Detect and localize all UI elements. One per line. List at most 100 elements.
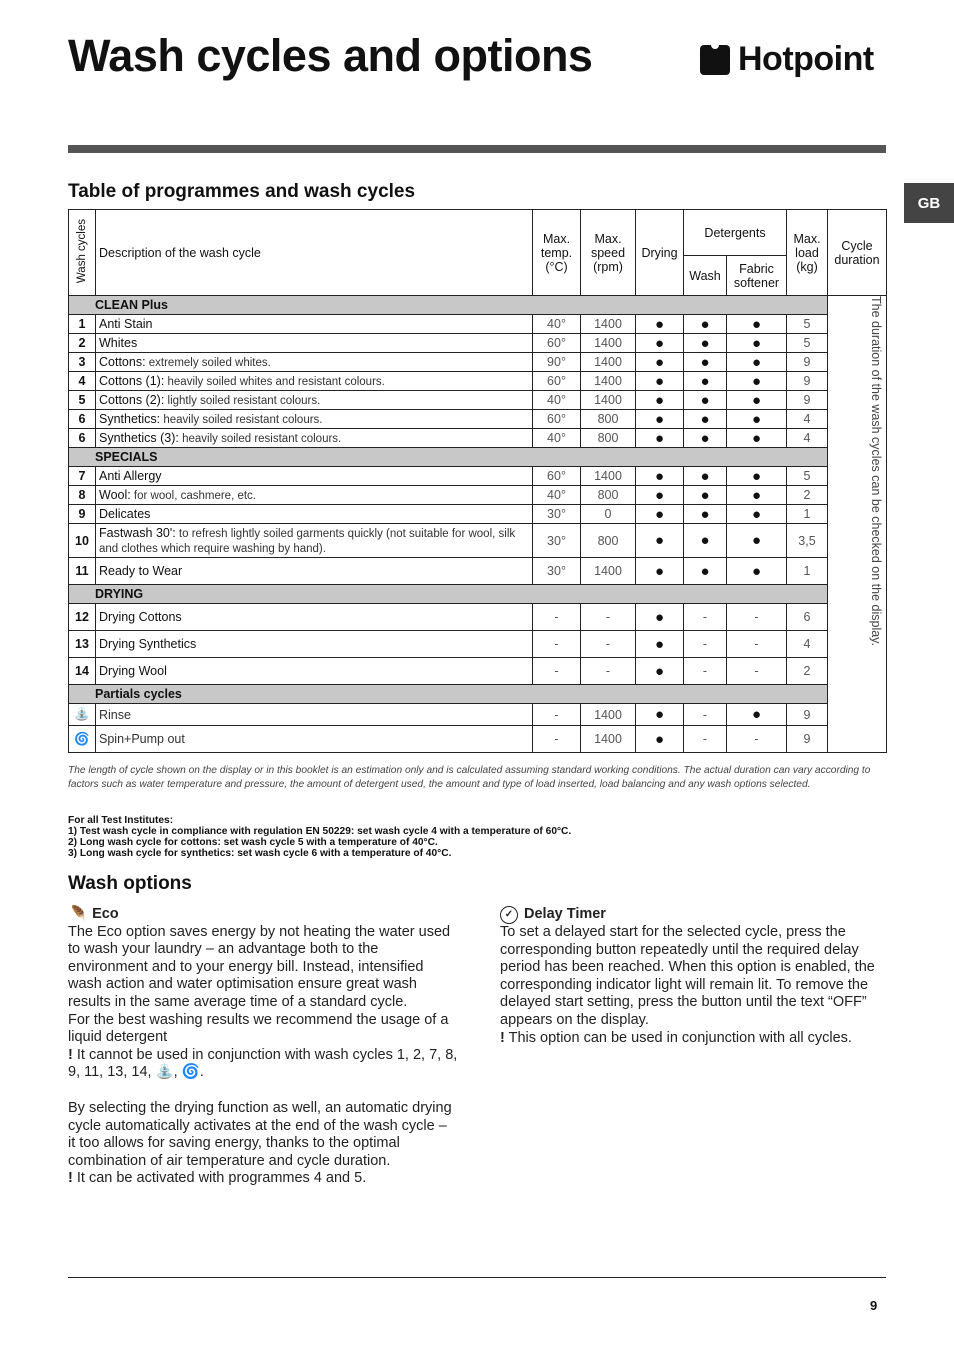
table-row: 2 Whites 60° 1400 ● ● ● 5 [68, 333, 887, 353]
cycle-duration-header: Cycle duration [827, 209, 887, 296]
max-load: 9 [786, 371, 828, 391]
wash-detergent-mark: - [683, 657, 727, 685]
max-speed: 1400 [580, 466, 636, 486]
cycle-number: 14 [68, 657, 96, 685]
max-temp: 40° [532, 485, 581, 505]
cycle-number: 3 [68, 352, 96, 372]
cycle-description: Cottons (1): heavily soiled whites and r… [95, 371, 533, 391]
cycle-description: Synthetics (3): heavily soiled resistant… [95, 428, 533, 448]
spin-pump-icon: 🌀 [68, 725, 96, 753]
cycle-description: Drying Synthetics [95, 630, 533, 658]
drying-mark: ● [635, 409, 684, 429]
section-row: SPECIALS [68, 447, 887, 467]
delay-timer-title: Delay Timer [524, 906, 606, 923]
cycle-number: 6 [68, 409, 96, 429]
wash-detergent-mark: ● [683, 333, 727, 353]
softener-mark: - [726, 725, 787, 753]
drying-mark: ● [635, 703, 684, 726]
cycle-number: 9 [68, 504, 96, 524]
max-load: 2 [786, 485, 828, 505]
max-temp: - [532, 725, 581, 753]
delay-timer-option: ✓ Delay Timer To set a delayed start for … [500, 906, 886, 1047]
wash-detergent-mark: ● [683, 485, 727, 505]
max-speed: - [580, 657, 636, 685]
cycle-description: Spin+Pump out [95, 725, 533, 753]
table-row: 6 Synthetics: heavily soiled resistant co… [68, 409, 887, 429]
eco-warning: ! It can be activated with programmes 4 … [68, 1170, 367, 1187]
cycle-number: 13 [68, 630, 96, 658]
max-temp: - [532, 630, 581, 658]
wash-detergent-mark: ● [683, 314, 727, 334]
table-row: 11 Ready to Wear 30° 1400 ● ● ● 1 [68, 557, 887, 585]
header-divider [68, 145, 886, 153]
softener-mark: ● [726, 352, 787, 372]
page-number: 9 [870, 1298, 878, 1313]
max-load: 4 [786, 630, 828, 658]
max-load: 5 [786, 314, 828, 334]
max-speed: 1400 [580, 703, 636, 726]
drying-mark: ● [635, 466, 684, 486]
wash-detergent-mark: ● [683, 409, 727, 429]
table-row: 🌀 Spin+Pump out -1400 ● - -9 [68, 725, 887, 753]
drying-header: Drying [635, 209, 684, 296]
description-header: Description of the wash cycle [95, 209, 533, 296]
cycle-number: 4 [68, 371, 96, 391]
tests-title: For all Test Institutes: [68, 815, 174, 826]
max-speed: 0 [580, 504, 636, 524]
softener-mark: ● [726, 314, 787, 334]
cycle-description: Drying Cottons [95, 603, 533, 631]
cycle-description: Rinse [95, 703, 533, 726]
detergents-header: Detergents [683, 209, 787, 256]
table-row: 8 Wool: for wool, cashmere, etc. 40° 800 ● ● ●… [68, 485, 887, 505]
table-row: 4 Cottons (1): heavily soiled whites and … [68, 371, 887, 391]
cycle-number: 8 [68, 485, 96, 505]
wash-detergent-mark: ● [683, 390, 727, 410]
max-temp: 30° [532, 504, 581, 524]
drying-mark: ● [635, 371, 684, 391]
delay-paragraph: To set a delayed start for the selected … [500, 924, 875, 1028]
eco-paragraph: The Eco option saves energy by not heati… [68, 923, 451, 1010]
section-title: Partials cycles [68, 684, 828, 704]
max-speed: 1400 [580, 557, 636, 585]
duration-note: The length of cycle shown on the display… [68, 765, 871, 790]
clock-icon: ✓ [500, 906, 518, 924]
drying-mark: ● [635, 603, 684, 631]
max-speed-header: Max. speed (rpm) [580, 209, 636, 296]
cycle-number: 12 [68, 603, 96, 631]
delay-warning: ! This option can be used in conjunction… [500, 1029, 852, 1046]
table-row: 14 Drying Wool - - ● - -2 [68, 657, 887, 685]
max-temp: 40° [532, 390, 581, 410]
rinse-icon: ⛲ [68, 703, 96, 726]
eco-option: 🪶 Eco The Eco option saves energy by not … [68, 906, 458, 1188]
max-temp: 30° [532, 523, 581, 558]
drying-mark: ● [635, 504, 684, 524]
max-temp: 40° [532, 428, 581, 448]
cycle-number: 11 [68, 557, 96, 585]
wash-detergent-mark: ● [683, 504, 727, 524]
max-load: 9 [786, 725, 828, 753]
wash-cycles-header: Wash cycles [68, 209, 96, 296]
max-speed: 1400 [580, 352, 636, 372]
max-temp: 30° [532, 557, 581, 585]
max-load: 1 [786, 504, 828, 524]
drying-mark: ● [635, 523, 684, 558]
cycle-description: Anti Allergy [95, 466, 533, 486]
max-speed: - [580, 603, 636, 631]
softener-mark: ● [726, 703, 787, 726]
softener-mark: ● [726, 390, 787, 410]
cycle-description: Synthetics: heavily soiled resistant col… [95, 409, 533, 429]
max-load: 4 [786, 409, 828, 429]
cycle-description: Ready to Wear [95, 557, 533, 585]
wash-header: Wash [683, 255, 727, 296]
wash-detergent-mark: ● [683, 523, 727, 558]
test-note: 1) Test wash cycle in compliance with re… [68, 826, 572, 837]
cycle-number: 2 [68, 333, 96, 353]
wash-detergent-mark: ● [683, 428, 727, 448]
section-title: SPECIALS [68, 447, 828, 467]
max-temp: - [532, 703, 581, 726]
hotpoint-logo: Hotpoint [700, 40, 874, 79]
max-temp: 60° [532, 409, 581, 429]
table-row: 6 Synthetics (3): heavily soiled resistan… [68, 428, 887, 448]
max-temp: - [532, 603, 581, 631]
cycle-description: Cottons: extremely soiled whites. [95, 352, 533, 372]
